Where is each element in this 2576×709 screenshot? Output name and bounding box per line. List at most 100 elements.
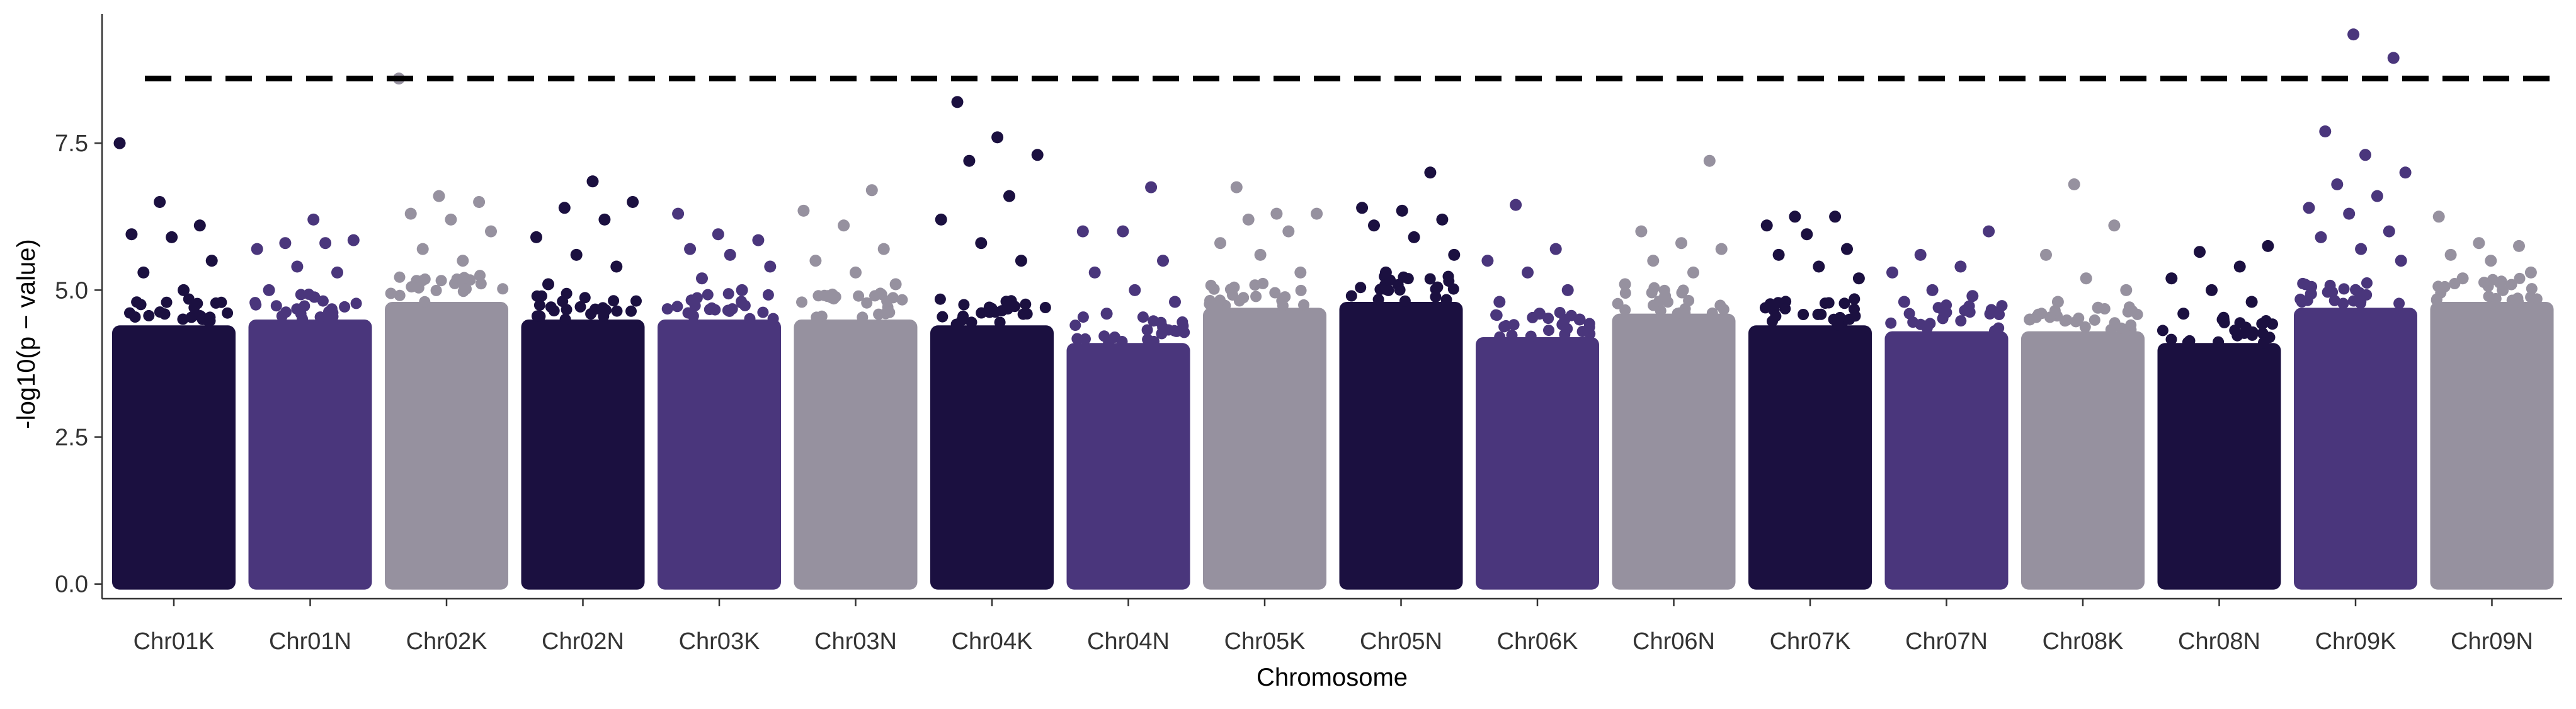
x-tick-label: Chr01N [269,628,351,655]
top-point [1254,248,1267,261]
top-point [445,213,457,226]
fringe-point [1148,335,1160,347]
fringe-point [2213,336,2225,348]
fringe-point [1228,281,1240,293]
fringe-point [1683,295,1695,306]
fringe-point [1770,310,1782,322]
fringe-point [533,299,545,311]
top-point [2245,296,2258,308]
top-point [1573,313,1586,326]
band-Chr08K [2021,331,2145,590]
band-Chr09N [2430,302,2554,590]
top-point [1510,199,1522,211]
fringe-point [2355,297,2366,309]
top-point [724,248,736,261]
x-tick-label: Chr08K [2043,628,2124,655]
top-point [2383,225,2395,238]
top-point [2513,239,2525,252]
fringe-point [1399,295,1411,307]
fringe-point [767,313,779,325]
fringe-point [608,295,620,307]
fringe-point [1815,308,1827,320]
fringe-point [1137,311,1149,323]
top-point [1659,290,1672,303]
fringe-point [561,287,573,299]
top-point [1772,248,1785,261]
fringe-point [2431,294,2442,306]
top-point [530,231,542,243]
x-axis-title: Chromosome [1257,664,1408,691]
fringe-point [2079,321,2091,333]
fringe-point [2439,280,2451,292]
top-point [1214,237,1226,250]
fringe-point [154,306,166,318]
fringe-point [161,296,173,308]
fringe-point [419,273,431,285]
fringe-point [1823,297,1835,309]
fringe-point [1798,309,1809,320]
top-point [1100,308,1113,320]
fringe-point [559,313,571,325]
top-point [473,196,486,208]
fringe-point [1440,294,1452,306]
top-point [975,237,988,250]
fringe-point [937,311,949,323]
fringe-point [561,304,573,316]
fringe-point [1907,316,1919,328]
band-Chr01K [112,325,236,590]
fringe-point [1993,309,2005,320]
fringe-point [177,313,189,325]
top-point [1294,266,1307,279]
fringe-point [1430,291,1442,303]
x-tick-label: Chr04N [1087,628,1170,655]
band-Chr02K [385,302,508,590]
fringe-point [736,297,748,309]
fringe-point [1424,273,1436,285]
fringe-point [2126,305,2138,317]
y-tick-label: 2.5 [55,425,88,451]
top-point [1003,190,1015,202]
fringe-point [687,310,699,322]
top-point [1436,213,1449,226]
top-point [797,204,810,217]
fringe-point [143,309,155,321]
top-point [137,266,150,279]
y-axis-ticks: 0.0 2.5 5.0 7.5 [55,130,102,598]
fringe-point [661,303,673,315]
top-point [1760,219,1773,232]
top-point [963,154,976,167]
top-point [889,278,902,291]
top-point [570,248,583,261]
top-point [2315,231,2327,243]
top-point [1242,213,1255,226]
fringe-point [2116,322,2128,334]
fringe-point [1039,302,1051,313]
fringe-point [1080,333,1091,345]
top-point [1129,284,1141,296]
top-point [2233,260,2246,273]
fringe-point [2032,308,2044,320]
top-point [2177,308,2190,320]
fringe-point [1542,313,1554,325]
fringe-point [280,306,292,318]
fringe-point [1382,284,1394,296]
fringe-point [1714,299,1726,311]
band-Chr02N [521,319,645,590]
fringe-point [419,296,431,308]
fringe-point [191,297,203,309]
fringe-point [394,289,406,301]
fringe-point [2165,333,2177,345]
fringe-point [1759,302,1771,314]
top-point [1088,266,1101,279]
x-tick-label: Chr06N [1633,628,1715,655]
top-point [2040,248,2052,261]
top-point [1481,255,1494,267]
fringe-point [531,290,543,302]
top-point [1015,255,1027,267]
fringe-point [2337,297,2349,309]
top-point [307,213,320,226]
top-point [951,96,964,108]
fringe-point [129,311,141,323]
fringe-point [222,307,234,319]
fringe-point [1993,322,2005,334]
